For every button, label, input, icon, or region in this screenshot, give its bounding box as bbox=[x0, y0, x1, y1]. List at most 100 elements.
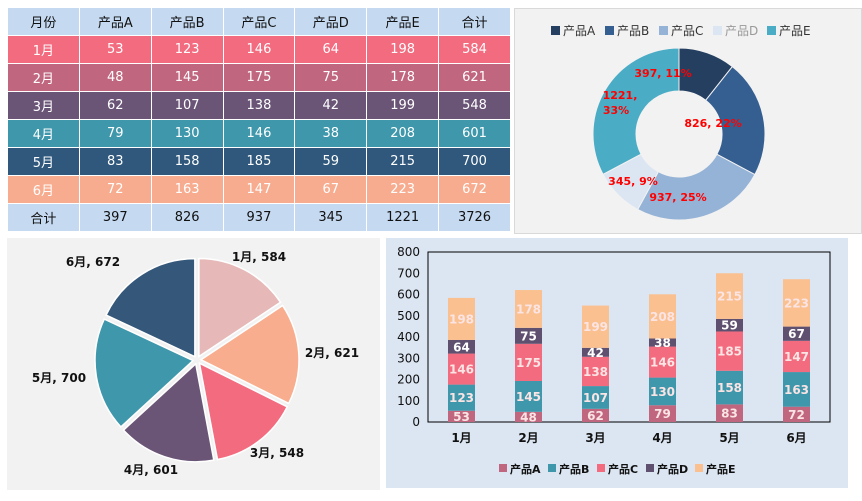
table-row: 3月 62 107 138 42 199 548 bbox=[7, 91, 511, 120]
bar-data-label: 62 bbox=[587, 409, 604, 423]
table-cell: 月份 bbox=[7, 7, 80, 36]
table-cell: 937 bbox=[222, 203, 296, 232]
table-cell: 64 bbox=[294, 35, 368, 64]
legend-swatch bbox=[605, 26, 614, 35]
bar-data-label: 123 bbox=[449, 391, 474, 405]
table-header: 月份 产品A 产品B 产品C 产品D 产品E 合计 bbox=[7, 7, 511, 36]
bar-segment bbox=[783, 279, 810, 327]
plot-area bbox=[427, 251, 831, 423]
pie-label: 6月, 672 bbox=[66, 255, 120, 269]
table-cell: 产品A bbox=[78, 7, 152, 36]
x-tick-label: 2月 bbox=[518, 431, 538, 445]
bar-segment bbox=[582, 356, 609, 387]
table-cell: 672 bbox=[438, 175, 511, 204]
bar-segment bbox=[582, 347, 609, 357]
legend-label: 产品B bbox=[559, 462, 589, 476]
table-row: 6月 72 163 147 67 223 672 bbox=[7, 175, 511, 204]
table-cell: 107 bbox=[150, 91, 224, 120]
bar-data-label: 163 bbox=[784, 383, 809, 397]
bar-segment bbox=[649, 338, 676, 347]
table-cell: 48 bbox=[78, 63, 152, 92]
y-tick-label: 300 bbox=[397, 351, 420, 365]
legend-label: 产品E bbox=[706, 462, 736, 476]
y-tick-label: 800 bbox=[397, 245, 420, 259]
bar-segment bbox=[448, 339, 475, 354]
table-cell: 产品D bbox=[294, 7, 368, 36]
x-tick-label: 5月 bbox=[719, 431, 739, 445]
table-cell: 72 bbox=[78, 175, 152, 204]
y-tick-label: 700 bbox=[397, 266, 420, 280]
table-cell: 178 bbox=[366, 63, 440, 92]
legend-label: 产品A bbox=[563, 24, 596, 38]
donut-slice bbox=[704, 65, 766, 176]
bar-data-label: 145 bbox=[516, 390, 541, 404]
pie-slice bbox=[199, 304, 300, 405]
bar-data-label: 147 bbox=[784, 350, 809, 364]
table-cell: 38 bbox=[294, 119, 368, 148]
bar-data-label: 146 bbox=[449, 363, 474, 377]
bar-segment bbox=[649, 377, 676, 406]
bar-segment bbox=[783, 326, 810, 341]
pie-label: 5月, 700 bbox=[32, 371, 86, 385]
bar-data-label: 223 bbox=[784, 296, 809, 310]
table-cell: 163 bbox=[150, 175, 224, 204]
table-cell: 3月 bbox=[7, 91, 80, 120]
legend-swatch bbox=[499, 464, 507, 472]
table-row: 5月 83 158 185 59 215 700 bbox=[7, 147, 511, 176]
y-tick-label: 200 bbox=[397, 373, 420, 387]
table-cell: 1221 bbox=[366, 203, 440, 232]
x-tick-label: 4月 bbox=[652, 431, 672, 445]
table-cell: 223 bbox=[366, 175, 440, 204]
pie-panel: 1月, 584 2月, 621 3月, 548 4月, 601 5月, 700 6月, 6… bbox=[7, 238, 380, 490]
pie-slice bbox=[105, 257, 196, 358]
bar-panel: 0 100 200 300 400 500 600 700 800 53 123 146 64 198 1月… bbox=[386, 238, 848, 488]
bar-segment bbox=[783, 406, 810, 422]
pie-label: 1月, 584 bbox=[232, 250, 286, 264]
bar-segment bbox=[716, 331, 743, 371]
bar-data-label: 175 bbox=[516, 356, 541, 370]
legend-swatch bbox=[597, 464, 605, 472]
bar-segment bbox=[783, 340, 810, 373]
table-cell: 79 bbox=[78, 119, 152, 148]
bar-data-label: 158 bbox=[717, 381, 742, 395]
donut-label: 1221, 33% bbox=[603, 89, 638, 117]
legend-swatch bbox=[551, 26, 560, 35]
bar-data-label: 79 bbox=[654, 407, 671, 421]
table-cell: 产品E bbox=[366, 7, 440, 36]
donut-label: 937, 25% bbox=[649, 191, 706, 204]
table-cell: 59 bbox=[294, 147, 368, 176]
table-cell: 53 bbox=[78, 35, 152, 64]
table-cell: 158 bbox=[150, 147, 224, 176]
legend-label: 产品B bbox=[617, 24, 649, 38]
table-cell: 199 bbox=[366, 91, 440, 120]
bar-data-label: 67 bbox=[788, 327, 805, 341]
table-cell: 397 bbox=[78, 203, 152, 232]
x-tick-label: 1月 bbox=[451, 431, 471, 445]
bar-segment bbox=[649, 405, 676, 422]
bar-data-label: 83 bbox=[721, 407, 738, 421]
pie-label: 2月, 621 bbox=[305, 346, 359, 360]
table-cell: 合计 bbox=[7, 203, 80, 232]
table-cell: 67 bbox=[294, 175, 368, 204]
table-cell: 584 bbox=[438, 35, 511, 64]
bar-segment bbox=[649, 294, 676, 339]
donut-panel: 产品A 产品B 产品C 产品D 产品E 397, 11% 826, 22% 937, 25% 3… bbox=[514, 8, 862, 234]
pie-slice bbox=[94, 318, 195, 428]
bar-segment bbox=[448, 353, 475, 385]
table-cell: 4月 bbox=[7, 119, 80, 148]
bar-data-label: 198 bbox=[449, 312, 474, 326]
donut-slice bbox=[592, 47, 680, 176]
table-cell: 548 bbox=[438, 91, 511, 120]
bar-data-label: 53 bbox=[453, 410, 470, 424]
bar-data-label: 215 bbox=[717, 290, 742, 304]
bar-segment bbox=[716, 318, 743, 332]
table-cell: 42 bbox=[294, 91, 368, 120]
table-row: 2月 48 145 175 75 178 621 bbox=[7, 63, 511, 92]
table-cell: 146 bbox=[222, 119, 296, 148]
bar-data-label: 59 bbox=[721, 319, 738, 333]
pie-label: 3月, 548 bbox=[250, 446, 304, 460]
bar-segment bbox=[515, 380, 542, 412]
legend-swatch bbox=[695, 464, 703, 472]
bar-data-label: 178 bbox=[516, 302, 541, 316]
legend-label: 产品E bbox=[779, 24, 811, 38]
